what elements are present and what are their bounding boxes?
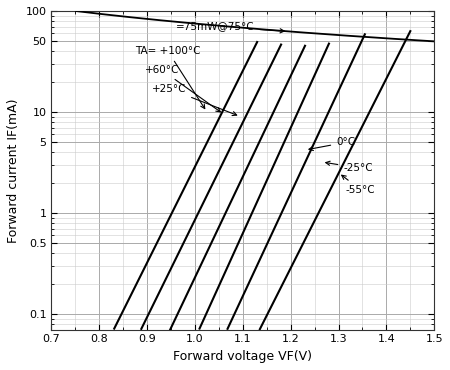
Text: +60°C: +60°C: [145, 65, 220, 112]
Text: -25°C: -25°C: [326, 161, 373, 173]
Text: 0°C: 0°C: [309, 137, 355, 151]
Y-axis label: Forward current IF(mA): Forward current IF(mA): [7, 98, 20, 243]
Text: -55°C: -55°C: [342, 175, 375, 195]
Text: =75mW@75°C: =75mW@75°C: [176, 21, 284, 33]
Text: +25°C: +25°C: [152, 84, 237, 115]
X-axis label: Forward voltage VF(V): Forward voltage VF(V): [173, 350, 312, 363]
Text: TA= +100°C: TA= +100°C: [135, 46, 205, 108]
